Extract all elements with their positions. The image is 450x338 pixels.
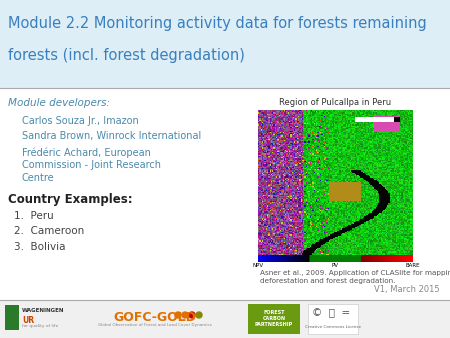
Text: Module 2.2 Monitoring activity data for forests remaining: Module 2.2 Monitoring activity data for … [8,16,427,31]
Text: Module developers:: Module developers: [8,98,110,108]
Text: V1, March 2015: V1, March 2015 [374,285,440,294]
Text: 3.  Bolivia: 3. Bolivia [14,242,66,252]
Circle shape [182,312,188,318]
Bar [0,0,450,88]
Text: Country Examples:: Country Examples: [8,193,133,206]
Bar [308,304,358,334]
Text: WAGENINGEN: WAGENINGEN [22,308,64,313]
Text: GOFC-GOLD: GOFC-GOLD [113,311,197,324]
Text: Region of Pulcallpa in Peru: Region of Pulcallpa in Peru [279,98,391,107]
Text: UR: UR [22,316,34,325]
Circle shape [189,312,195,318]
Bar [0,300,450,338]
Text: Carlos Souza Jr., Imazon: Carlos Souza Jr., Imazon [22,116,139,126]
Text: Global Observation of Forest and Land Cover Dynamics: Global Observation of Forest and Land Co… [98,323,212,327]
Text: FOREST
CARBON
PARTNERSHIP: FOREST CARBON PARTNERSHIP [255,310,293,328]
Text: Asner et al., 2009. Application of CLASlite for mapping
deforestation and forest: Asner et al., 2009. Application of CLASl… [260,270,450,284]
Text: 2.  Cameroon: 2. Cameroon [14,226,84,236]
Circle shape [196,312,202,318]
Circle shape [175,312,181,318]
Bar [248,304,300,334]
Text: Creative Commons License: Creative Commons License [305,325,361,329]
Text: ©  ⓘ  =: © ⓘ = [312,308,350,318]
Text: Frédéric Achard, European
Commission - Joint Research
Centre: Frédéric Achard, European Commission - J… [22,147,161,183]
Text: forests (incl. forest degradation): forests (incl. forest degradation) [8,48,245,63]
Text: Sandra Brown, Winrock International: Sandra Brown, Winrock International [22,131,201,141]
Bar [5,305,19,330]
Text: for quality of life: for quality of life [22,324,58,328]
Text: 1.  Peru: 1. Peru [14,211,54,221]
